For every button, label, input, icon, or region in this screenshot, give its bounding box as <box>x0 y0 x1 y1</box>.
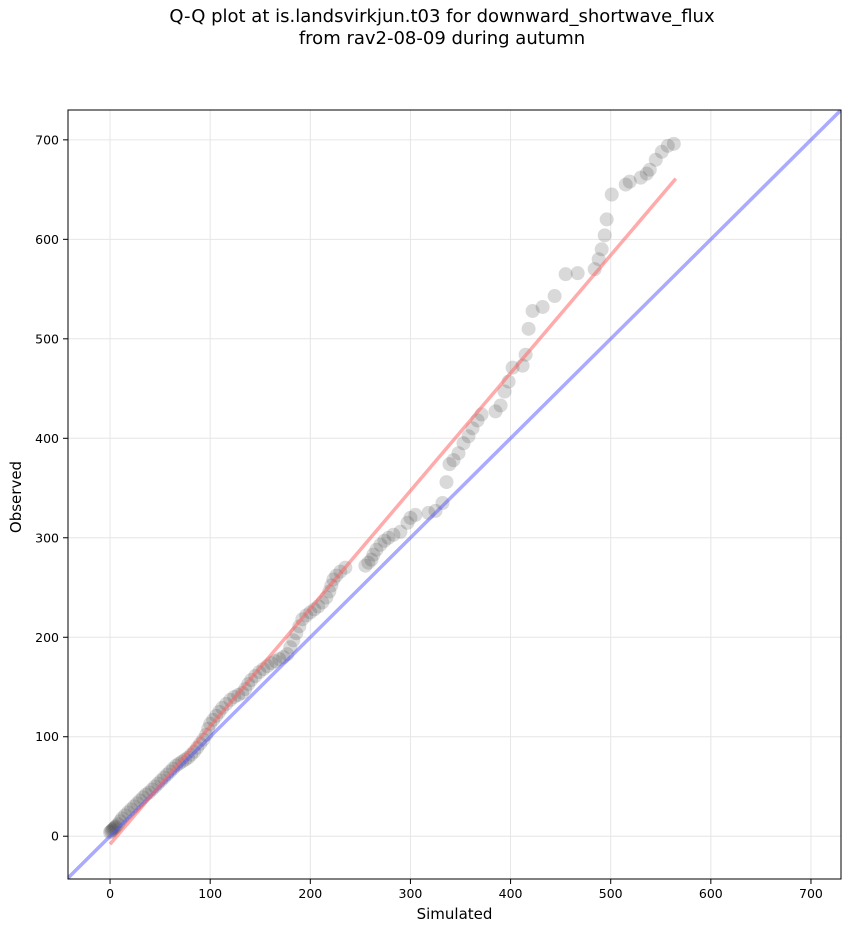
data-point <box>461 429 476 444</box>
x-tick-label: 400 <box>499 886 523 901</box>
x-tick-label: 100 <box>198 886 222 901</box>
data-point <box>654 144 669 159</box>
data-point <box>618 177 633 192</box>
reference-lines <box>68 110 841 879</box>
data-point <box>456 436 471 451</box>
data-point <box>497 384 512 399</box>
data-point <box>358 558 373 573</box>
data-point <box>111 817 126 832</box>
data-point <box>268 654 283 669</box>
data-point <box>587 262 602 277</box>
data-point <box>252 665 267 680</box>
chart-title-line-1: Q-Q plot at is.landsvirkjun.t03 for down… <box>169 6 715 27</box>
x-tick-label: 500 <box>599 886 623 901</box>
data-point <box>493 398 508 413</box>
data-point <box>286 633 301 648</box>
data-point <box>283 640 298 655</box>
data-point <box>547 289 562 304</box>
data-point <box>386 527 401 542</box>
chart-title: Q-Q plot at is.landsvirkjun.t03 for down… <box>0 6 851 50</box>
data-point <box>209 708 224 723</box>
data-point <box>446 453 461 468</box>
data-point <box>393 524 408 539</box>
data-point <box>648 152 663 167</box>
x-axis-label: Simulated <box>416 905 493 923</box>
y-axis-label: Observed <box>7 460 25 534</box>
data-point <box>403 510 418 525</box>
data-point <box>597 228 612 243</box>
data-point <box>108 820 123 835</box>
plot-frame <box>67 109 842 880</box>
x-tick-label: 600 <box>699 886 723 901</box>
data-point <box>361 555 376 570</box>
data-point <box>439 475 454 490</box>
data-point <box>104 824 119 839</box>
data-point <box>303 605 318 620</box>
data-point <box>377 533 392 548</box>
grid <box>68 110 841 879</box>
y-tick-label: 0 <box>51 829 59 844</box>
data-point <box>109 819 124 834</box>
data-point <box>215 700 230 715</box>
data-point <box>103 825 118 840</box>
x-tick-label: 200 <box>298 886 322 901</box>
x-tick-label: 300 <box>399 886 423 901</box>
data-point <box>666 136 681 151</box>
data-point <box>238 681 253 696</box>
data-point <box>604 187 619 202</box>
data-point <box>212 704 227 719</box>
axis-ticks: 0 100 200 300 400 500 600 700 0 100 200 300 400 500 60… <box>35 132 823 901</box>
data-point <box>558 267 573 282</box>
fit-line <box>108 177 678 846</box>
data-point <box>521 321 536 336</box>
data-point <box>594 242 609 257</box>
chart-title-line-2: from rav2-08-09 during autumn <box>298 28 586 49</box>
y-tick-label: 600 <box>35 232 59 247</box>
data-point <box>366 547 381 562</box>
data-point <box>660 138 675 153</box>
x-tick-label: 700 <box>799 886 823 901</box>
data-point <box>570 266 585 281</box>
data-point <box>408 507 423 522</box>
y-tick-label: 400 <box>35 431 59 446</box>
data-point <box>373 537 388 552</box>
data-point <box>369 542 384 557</box>
data-point <box>364 552 379 567</box>
data-point <box>442 457 457 472</box>
data-point <box>488 404 503 419</box>
y-tick-label: 200 <box>35 630 59 645</box>
data-point <box>525 303 540 318</box>
y-tick-label: 500 <box>35 331 59 346</box>
data-point <box>106 822 121 837</box>
data-point <box>400 515 415 530</box>
data-point <box>465 421 480 436</box>
data-point <box>633 170 648 185</box>
x-tick-label: 0 <box>106 886 114 901</box>
data-point <box>642 162 657 177</box>
data-point <box>599 212 614 227</box>
data-point <box>219 696 234 711</box>
data-point <box>107 821 122 836</box>
data-point <box>381 530 396 545</box>
one-to-one-line <box>68 110 841 879</box>
data-point <box>235 685 250 700</box>
data-point <box>105 823 120 838</box>
data-point <box>292 619 307 634</box>
data-point <box>639 166 654 181</box>
data-point <box>435 495 450 510</box>
data-point <box>535 299 550 314</box>
data-point <box>622 174 637 189</box>
y-tick-label: 700 <box>35 132 59 147</box>
y-tick-label: 100 <box>35 729 59 744</box>
y-tick-label: 300 <box>35 530 59 545</box>
data-points <box>103 136 681 840</box>
data-point <box>451 446 466 461</box>
